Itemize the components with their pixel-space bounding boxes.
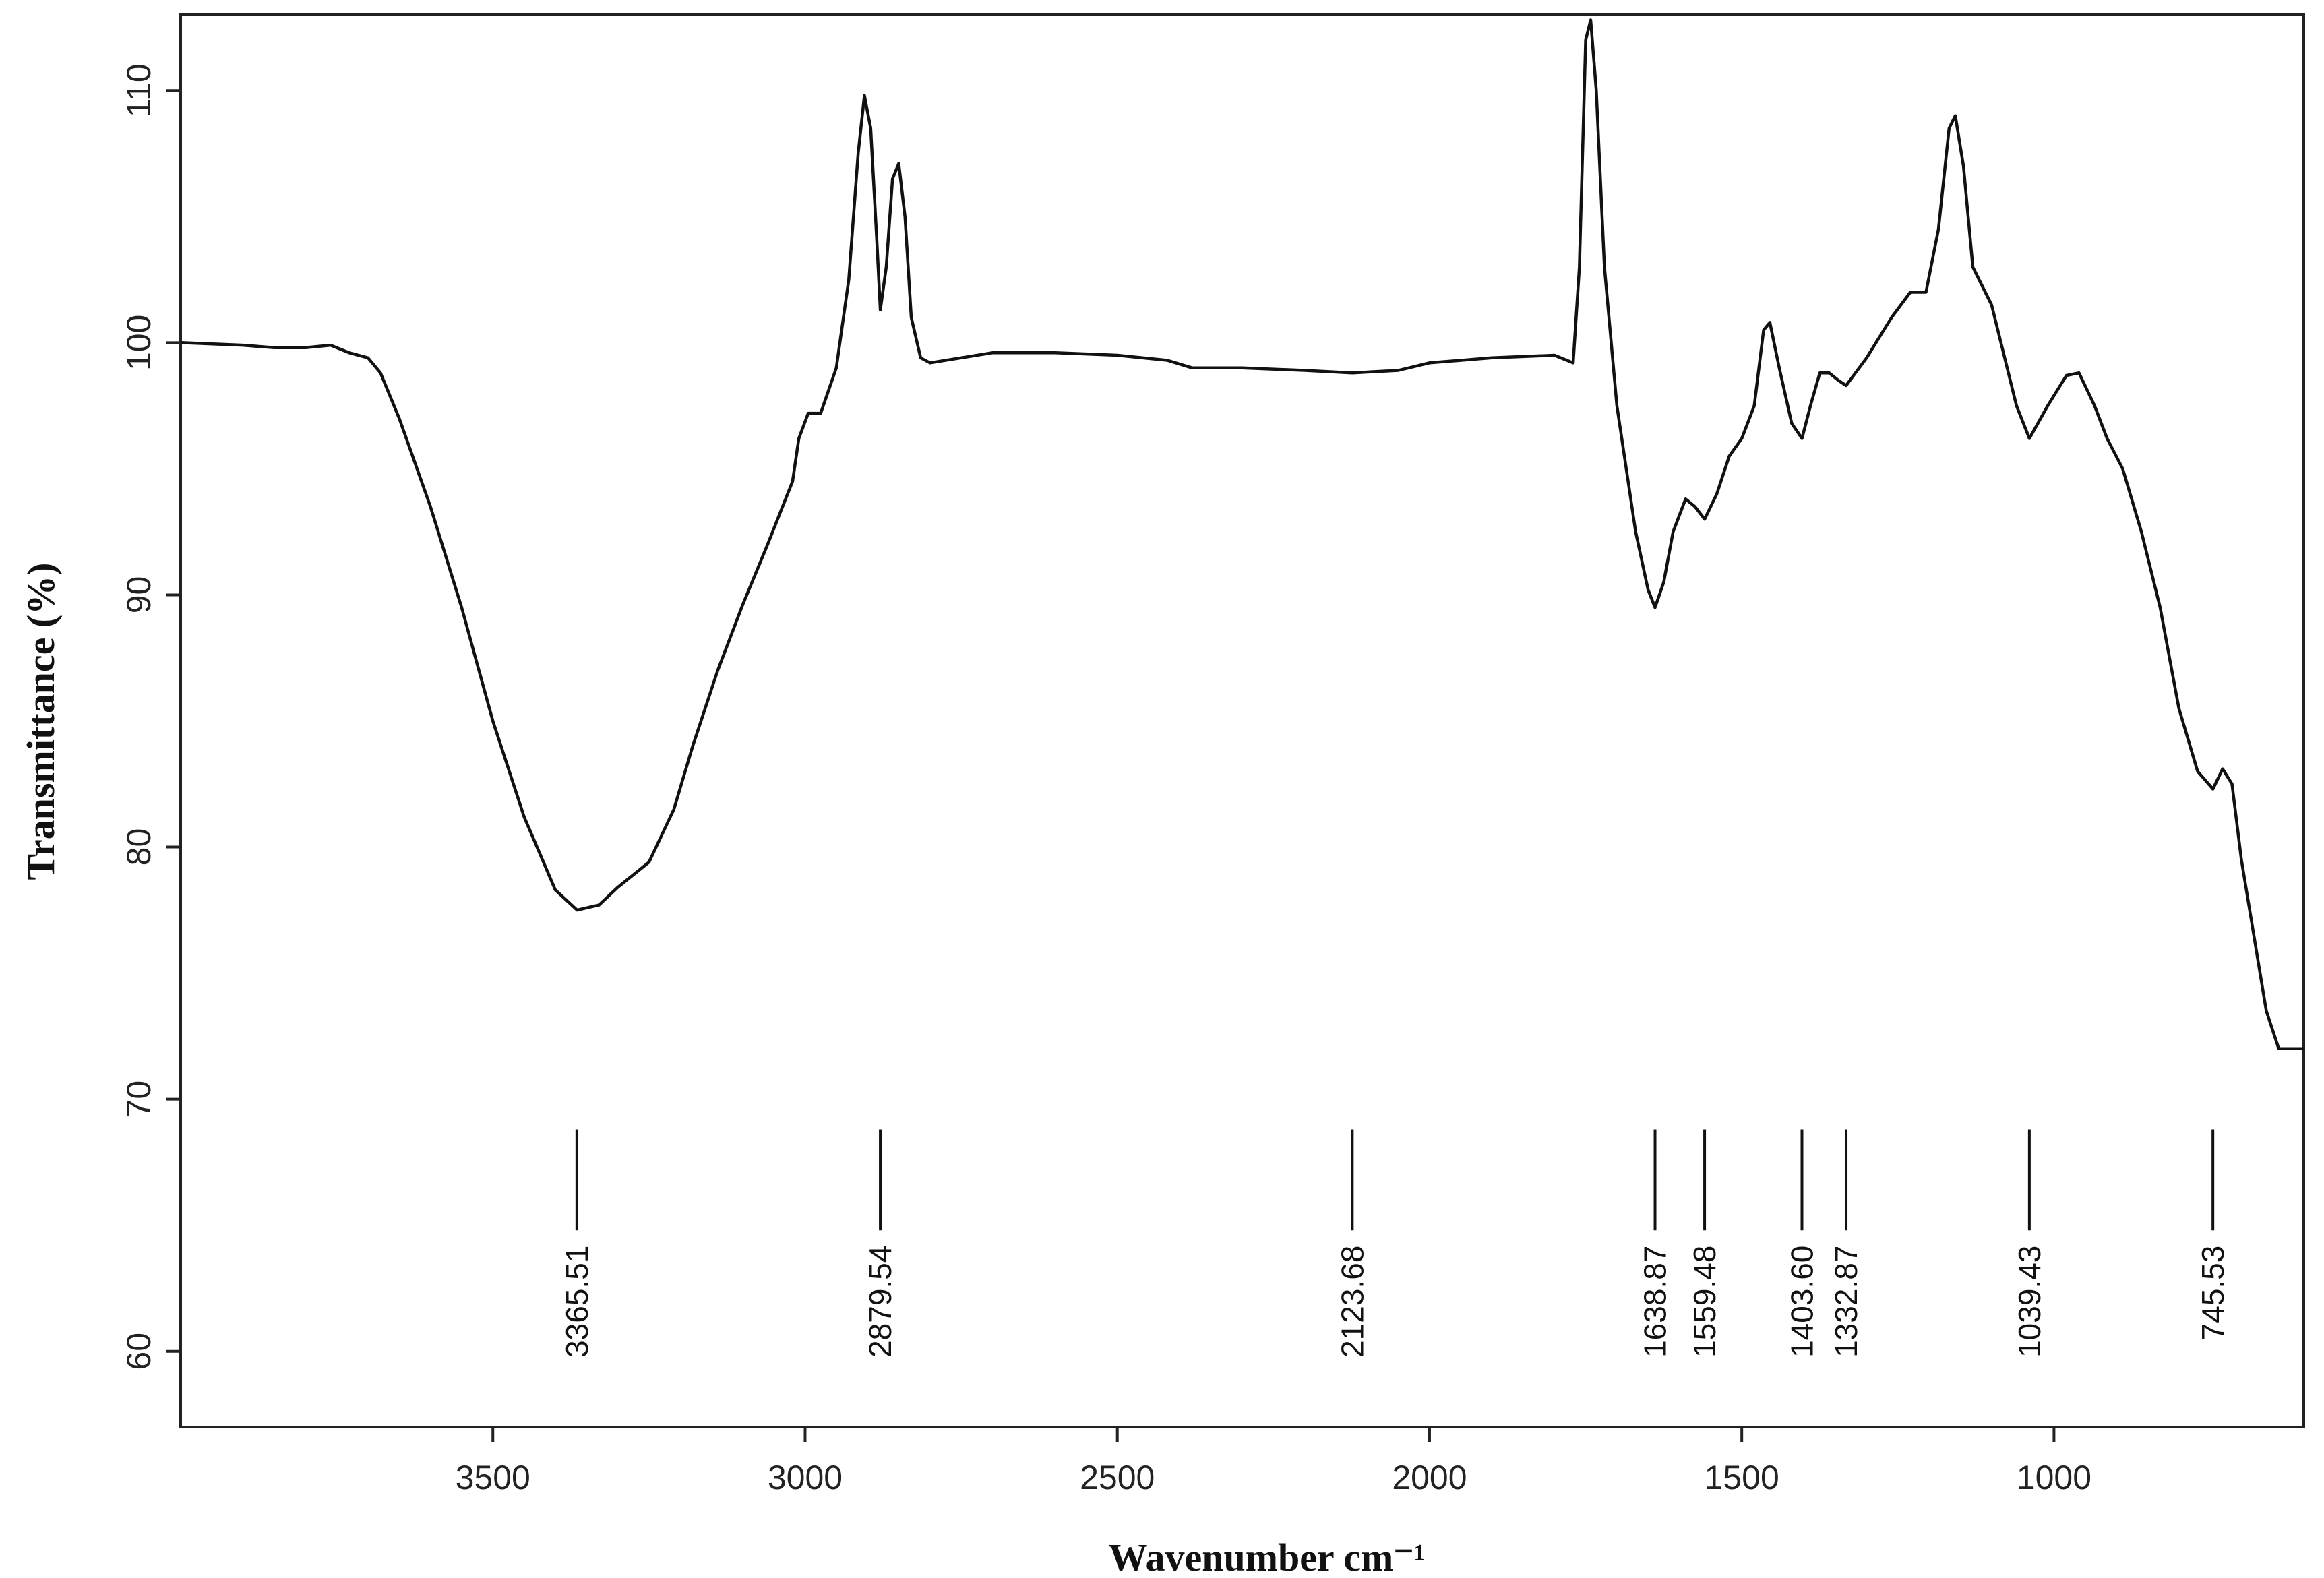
y-tick-label-70: 70 xyxy=(120,1081,158,1118)
peak-label-1403.60: 1403.60 xyxy=(1784,1246,1819,1358)
y-tick-label-110: 110 xyxy=(120,63,158,117)
x-axis-title: Wavenumber cm⁻¹ xyxy=(1109,1536,1426,1578)
spectrum-line xyxy=(180,18,2304,1051)
peak-label-1039.43: 1039.43 xyxy=(2012,1246,2047,1358)
y-tick-label-90: 90 xyxy=(120,576,158,614)
x-tick-label-2000: 2000 xyxy=(1392,1459,1467,1496)
x-tick-label-1000: 1000 xyxy=(2017,1459,2091,1496)
x-tick-label-1500: 1500 xyxy=(1705,1459,1779,1496)
peak-label-1332.87: 1332.87 xyxy=(1829,1246,1864,1358)
peak-markers: 3365.51 2879.54 2123.68 1638.87 1559.48 1403.… xyxy=(559,1129,2230,1358)
peak-label-2123.68: 2123.68 xyxy=(1335,1246,1370,1358)
x-axis: 3500 3000 2500 2000 1500 1000 xyxy=(456,1427,2091,1496)
peak-label-3365.51: 3365.51 xyxy=(559,1246,594,1358)
x-tick-label-3000: 3000 xyxy=(768,1459,843,1496)
y-tick-label-60: 60 xyxy=(120,1333,158,1370)
y-axis-title: Transmittance (%) xyxy=(19,563,63,880)
peak-label-1638.87: 1638.87 xyxy=(1638,1246,1673,1358)
x-tick-label-3500: 3500 xyxy=(456,1459,530,1496)
x-tick-label-2500: 2500 xyxy=(1080,1459,1155,1496)
y-tick-label-80: 80 xyxy=(120,828,158,866)
y-axis: 60 70 80 90 100 110 xyxy=(120,63,181,1370)
peak-label-2879.54: 2879.54 xyxy=(863,1246,898,1358)
peak-label-745.53: 745.53 xyxy=(2195,1246,2230,1341)
peak-label-1559.48: 1559.48 xyxy=(1687,1246,1722,1358)
y-tick-label-100: 100 xyxy=(120,315,158,371)
plot-frame xyxy=(179,13,2305,1428)
